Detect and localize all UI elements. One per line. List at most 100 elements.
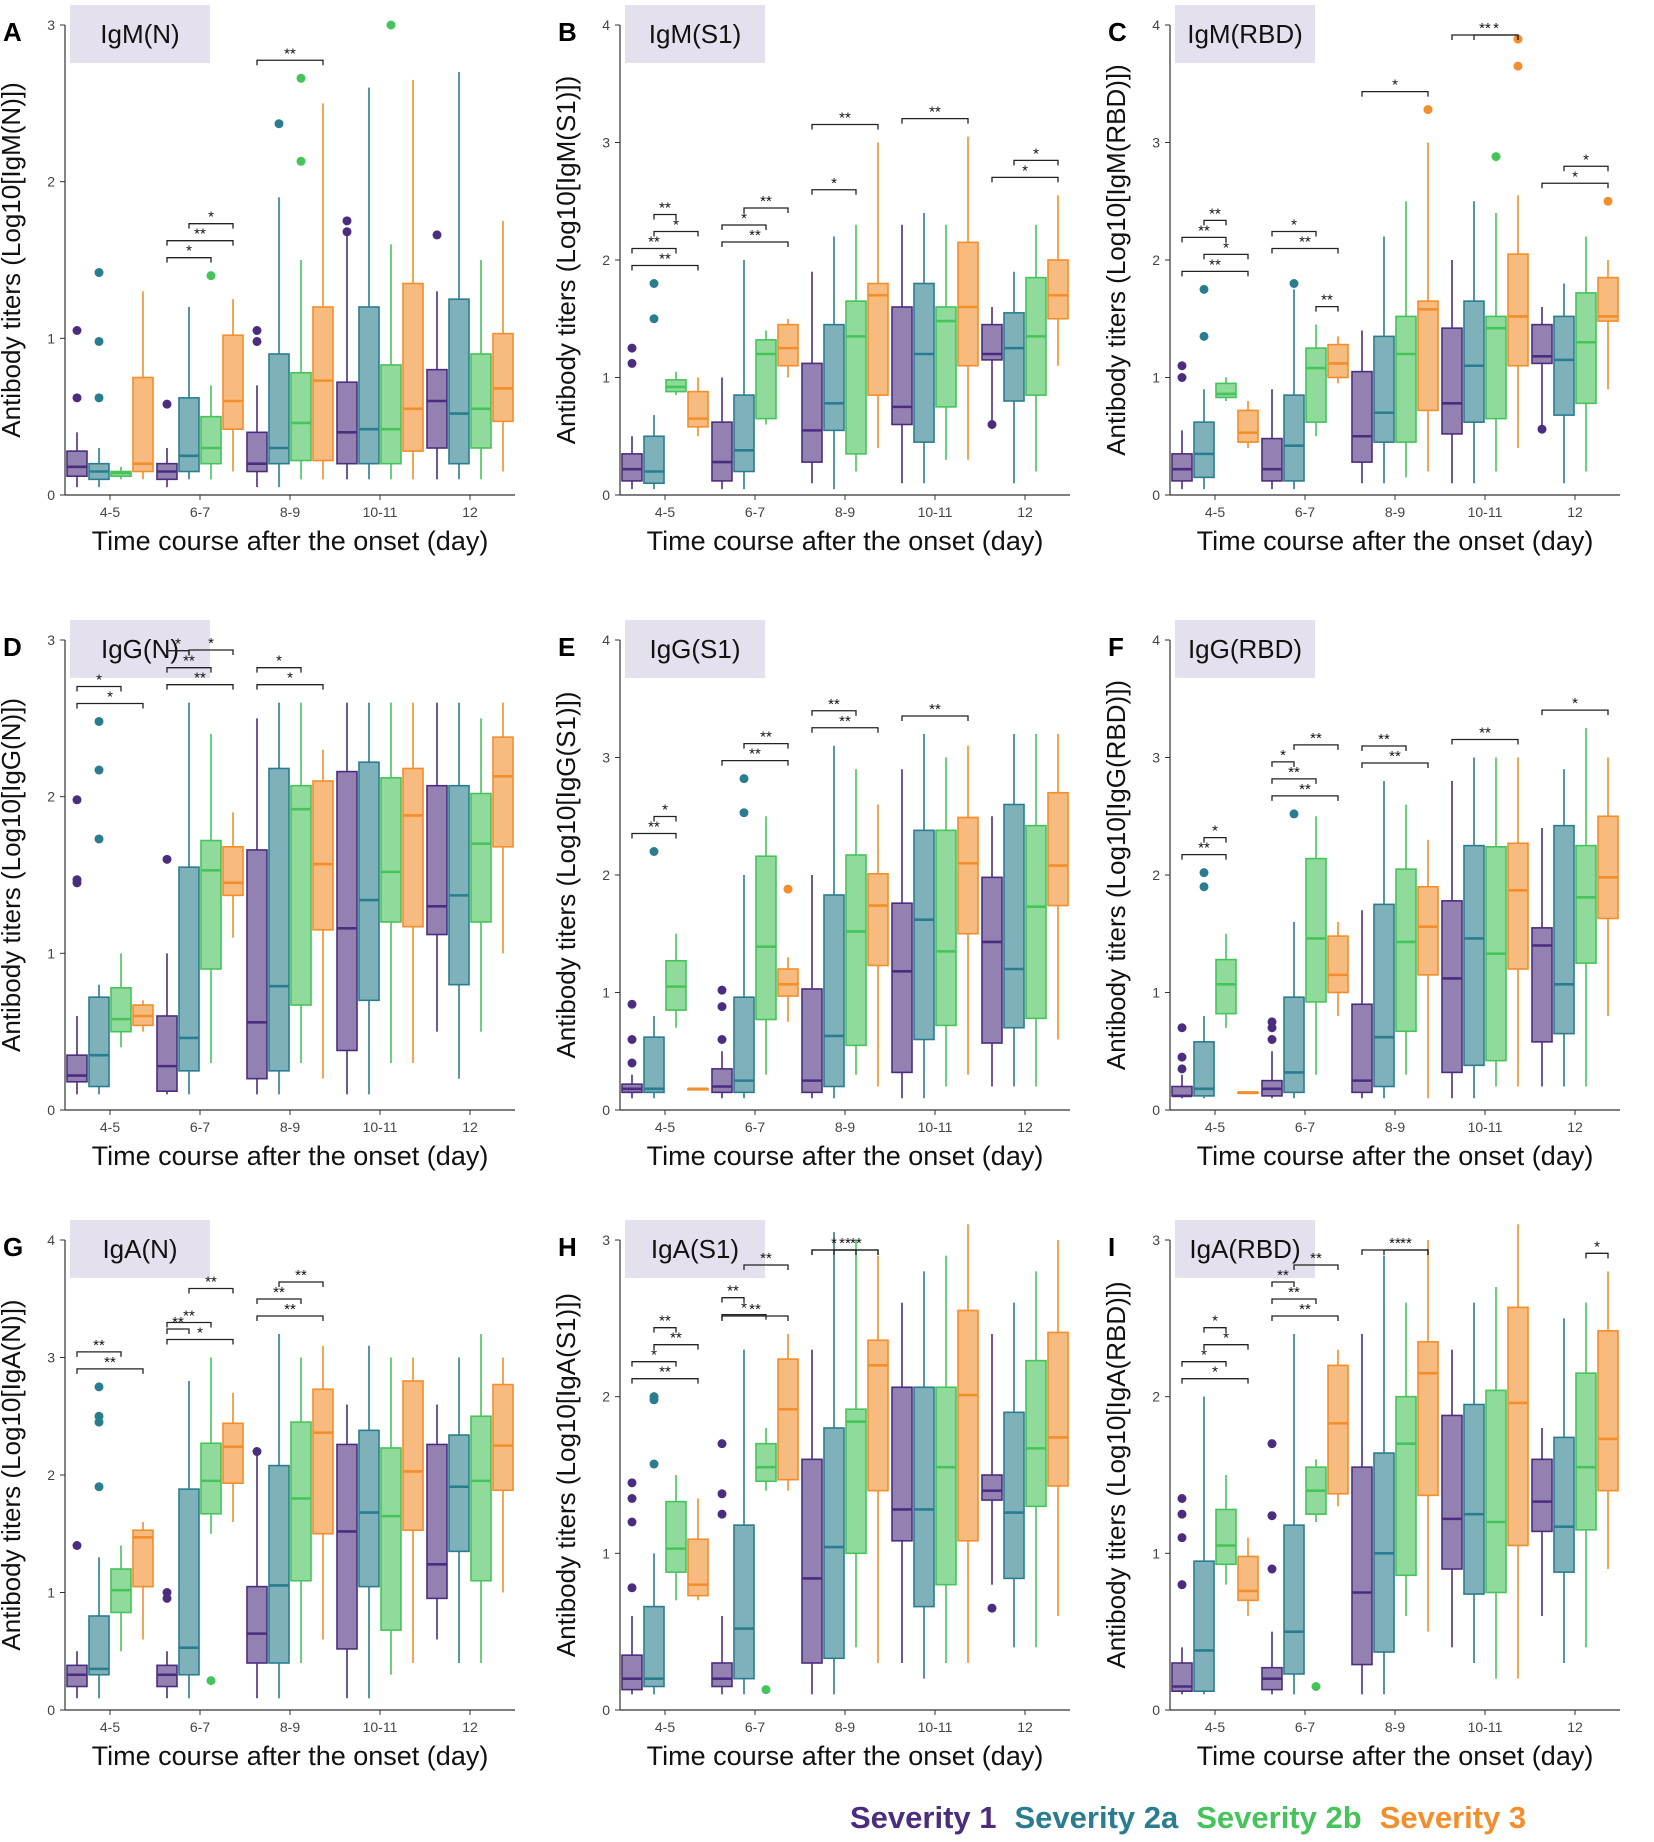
panel-title: IgG(RBD) (1188, 634, 1302, 664)
outlier-point (296, 73, 306, 83)
significance-label: * (1572, 168, 1578, 185)
box-body (1575, 844, 1597, 964)
significance-line (1181, 236, 1227, 243)
significance-label: ** (659, 200, 671, 217)
x-tick-label: 8-9 (835, 1119, 855, 1135)
box-severity-2a-10-11 (358, 87, 380, 480)
y-axis-label: Antibody titers (Log10[IgM(N)]) (0, 82, 26, 437)
x-tick-label: 12 (462, 1119, 478, 1135)
box-severity-3-6-7 (1327, 922, 1349, 1016)
x-tick-label: 12 (462, 504, 478, 520)
box-severity-2a-4-5 (88, 1382, 110, 1699)
significance-line (1271, 1315, 1339, 1321)
box-body (492, 1383, 514, 1492)
box-body (1463, 844, 1485, 1067)
panel-letter: D (3, 632, 22, 662)
outlier-point (1199, 882, 1209, 892)
box-severity-2a-10-11 (913, 213, 935, 484)
box-severity-2b-8-9 (1395, 1302, 1417, 1616)
outlier-point (1199, 868, 1209, 878)
panel-letter: E (558, 632, 575, 662)
box-body (823, 894, 845, 1088)
box-severity-1-8-9 (801, 1349, 823, 1695)
significance-label: * (1291, 217, 1297, 234)
significance-bracket: * (256, 653, 302, 673)
panel-title: IgA(N) (102, 1234, 177, 1264)
significance-line (1271, 247, 1339, 254)
box-severity-2a-6-7 (733, 260, 755, 490)
y-tick-label: 2 (602, 867, 610, 883)
box-severity-2b-12 (1025, 224, 1047, 472)
y-tick-label: 2 (1152, 1389, 1160, 1405)
box-severity-1-4-5 (66, 795, 88, 1095)
box-body (777, 968, 799, 997)
significance-label: * (662, 802, 668, 819)
significance-line (743, 743, 789, 749)
significance-line (653, 230, 699, 237)
significance-bracket: ** (811, 713, 879, 733)
box-body (426, 784, 448, 936)
outlier-point (162, 1593, 172, 1603)
box-severity-2b-12 (1025, 1271, 1047, 1648)
box-severity-2a-10-11 (1463, 201, 1485, 484)
significance-label: ** (1479, 20, 1491, 37)
box-body (957, 241, 979, 367)
significance-line (166, 1328, 190, 1334)
significance-label: * (1223, 239, 1229, 256)
significance-bracket: ** (166, 653, 212, 673)
x-tick-label: 10-11 (363, 1119, 398, 1135)
significance-label: ** (93, 1337, 105, 1354)
box-body (1193, 421, 1215, 479)
box-severity-1-4-5 (621, 343, 643, 490)
y-axis-label: Antibody titers (Log10[IgM(S1)]) (551, 76, 581, 445)
y-tick-label: 4 (602, 632, 610, 648)
significance-label: ** (1277, 1267, 1289, 1284)
box-severity-3-8-9 (867, 804, 889, 1087)
significance-label: ** (659, 251, 671, 268)
significance-bracket: * (721, 210, 767, 230)
significance-line (1361, 90, 1429, 97)
significance-bracket: * (1271, 747, 1295, 767)
significance-label: ** (284, 1301, 296, 1318)
significance-bracket: ** (1315, 292, 1339, 312)
significance-label: ** (295, 1267, 307, 1284)
outlier-point (1267, 1564, 1277, 1574)
y-tick-label: 0 (602, 487, 610, 503)
box-body (957, 1309, 979, 1542)
y-tick-label: 4 (1152, 17, 1160, 33)
box-severity-3-6-7 (222, 812, 244, 938)
significance-bracket: ** (653, 200, 677, 220)
panel-title: IgM(N) (100, 19, 179, 49)
box-severity-1-10-11 (891, 1302, 913, 1663)
x-tick-label: 8-9 (280, 1119, 300, 1135)
box-body (891, 1386, 913, 1542)
significance-line (743, 1264, 789, 1270)
significance-bracket: * (1013, 145, 1059, 166)
box-body (1417, 300, 1439, 412)
significance-bracket: ** (1293, 730, 1339, 750)
significance-line (1541, 709, 1609, 716)
outlier-point (649, 847, 659, 856)
box-body (823, 1427, 845, 1660)
outlier-point (94, 1417, 104, 1427)
box-body (1351, 370, 1373, 463)
box-body (755, 339, 777, 420)
significance-label: ** (929, 104, 941, 121)
significance-bracket: ** (833, 1235, 879, 1255)
outlier-point (1289, 809, 1299, 819)
box-body (1597, 815, 1619, 920)
significance-bracket: * (188, 635, 234, 655)
panel-title-tag (1175, 620, 1315, 678)
significance-bracket: * (76, 671, 122, 692)
box-body (1597, 276, 1619, 322)
significance-bracket: * (1271, 217, 1317, 237)
panel-title: IgG(N) (101, 634, 179, 664)
significance-bracket: ** (256, 1284, 302, 1304)
box-severity-1-4-5 (66, 326, 88, 488)
x-tick-label: 10-11 (1468, 1119, 1503, 1135)
outlier-point (94, 336, 104, 346)
box-body (1441, 1414, 1463, 1570)
